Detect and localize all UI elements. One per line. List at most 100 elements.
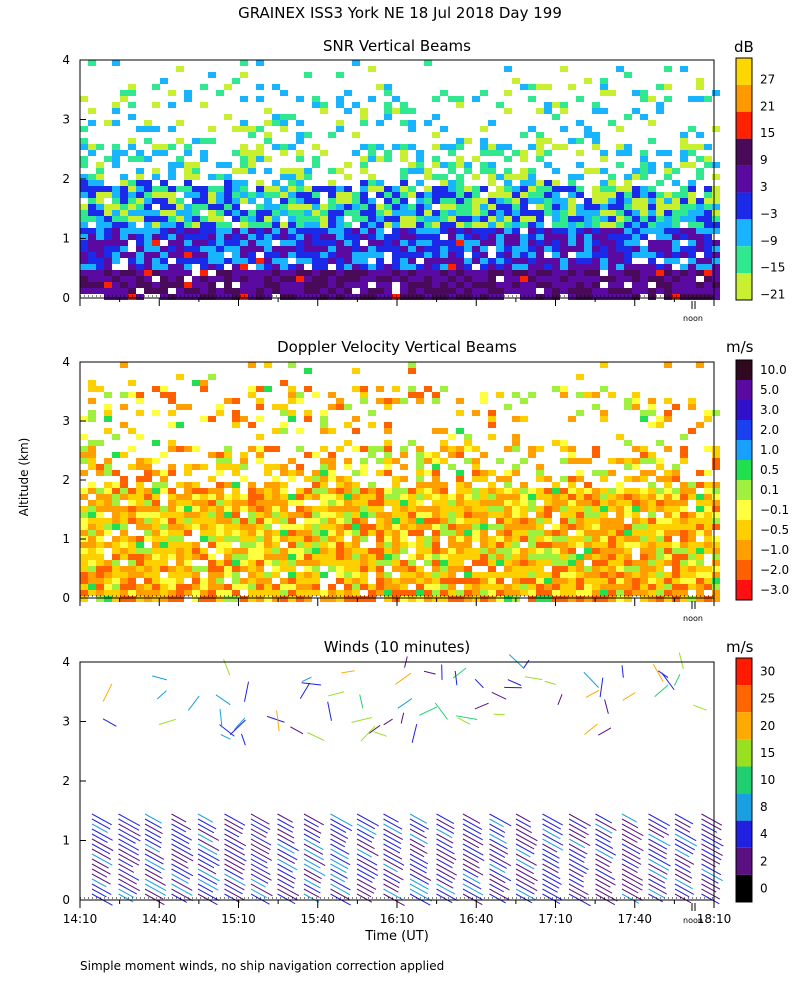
panel2-cell xyxy=(328,506,336,512)
panel1-cell xyxy=(232,78,240,84)
panel2-cell xyxy=(592,506,600,512)
panel2-cell xyxy=(472,560,480,566)
panel1-cell xyxy=(648,216,656,222)
panel1-cell xyxy=(384,102,392,108)
panel2-colorbar-swatch xyxy=(736,360,752,380)
panel2-cell xyxy=(176,542,184,548)
panel2-cell xyxy=(312,482,320,488)
panel1-cell xyxy=(424,252,432,258)
panel2-cell xyxy=(528,548,536,554)
panel1-cell xyxy=(504,288,512,294)
panel2-cell xyxy=(136,542,144,548)
panel2-cell xyxy=(168,542,176,548)
panel2-cell xyxy=(80,560,88,566)
panel2-cell xyxy=(176,422,184,428)
panel1-cell xyxy=(400,144,408,150)
panel1-cell xyxy=(184,162,192,168)
panel3-barb xyxy=(299,682,311,699)
panel1-cell xyxy=(600,294,608,300)
panel2-cell xyxy=(144,590,152,596)
panel2-cell xyxy=(200,530,208,536)
panel1-cell xyxy=(448,282,456,288)
panel2-cell xyxy=(616,542,624,548)
panel1-cell xyxy=(456,96,464,102)
panel1-cell xyxy=(216,234,224,240)
panel2-cell xyxy=(192,566,200,572)
panel1-cell xyxy=(208,210,216,216)
panel1-cell xyxy=(456,102,464,108)
panel1-cell xyxy=(160,294,168,300)
panel3-barb xyxy=(584,723,598,735)
panel1-cell xyxy=(136,210,144,216)
panel2-cell xyxy=(400,398,408,404)
panel1-cell xyxy=(568,294,576,300)
panel1-cell xyxy=(264,204,272,210)
panel3-barb xyxy=(197,863,217,875)
panel2-cell xyxy=(456,446,464,452)
panel1-cell xyxy=(160,252,168,258)
panel1-cell xyxy=(600,216,608,222)
panel2-cell xyxy=(464,530,472,536)
panel1-cell xyxy=(592,222,600,228)
panel1-cell xyxy=(560,222,568,228)
panel1-cell xyxy=(336,282,344,288)
panel2-cell xyxy=(696,422,704,428)
panel1-cell xyxy=(608,276,616,282)
panel2-cell xyxy=(256,488,264,494)
panel1-cell xyxy=(536,282,544,288)
panel3-barb xyxy=(489,863,506,874)
panel1-cell xyxy=(632,234,640,240)
panel2-cell xyxy=(632,488,640,494)
panel1-cell xyxy=(416,282,424,288)
panel2-cell xyxy=(704,446,712,452)
panel2-cell xyxy=(240,500,248,506)
panel1-cell xyxy=(544,264,552,270)
panel3-barb xyxy=(277,838,299,852)
panel1-cell xyxy=(336,216,344,222)
panel1-cell xyxy=(248,234,256,240)
panel2-cell xyxy=(264,536,272,542)
panel2-cell xyxy=(192,488,200,494)
panel2-cell xyxy=(232,572,240,578)
panel2-cell xyxy=(600,542,608,548)
panel2-cell xyxy=(216,524,224,530)
panel2-colorbar-label: 0.5 xyxy=(760,463,779,477)
panel1-cell xyxy=(160,192,168,198)
panel2-cell xyxy=(384,488,392,494)
panel2-cell xyxy=(640,560,648,566)
panel1-cell xyxy=(656,240,664,246)
panel1-cell xyxy=(144,270,152,276)
panel1-cell xyxy=(696,156,704,162)
panel1-cell xyxy=(448,222,456,228)
panel1-cell xyxy=(608,288,616,294)
panel3-barb xyxy=(436,828,453,839)
panel2-cell xyxy=(648,494,656,500)
panel1-cell xyxy=(192,192,200,198)
panel2-cell xyxy=(304,590,312,596)
panel3-barb xyxy=(197,818,217,830)
panel1-cell xyxy=(120,222,128,228)
panel2-colorbar-label: 5.0 xyxy=(760,383,779,397)
panel1-cell xyxy=(608,240,616,246)
panel1-cell xyxy=(432,276,440,282)
panel1-cell xyxy=(80,228,88,234)
panel2-colorbar-swatch xyxy=(736,520,752,540)
panel2-cell xyxy=(96,464,104,470)
panel2-cell xyxy=(168,578,176,584)
panel2-cell xyxy=(568,542,576,548)
panel1-cell xyxy=(120,90,128,96)
panel2-cell xyxy=(88,584,96,590)
panel1-cell xyxy=(504,156,512,162)
panel1-cell xyxy=(264,108,272,114)
panel2-cell xyxy=(456,500,464,506)
panel1-colorbar-frame xyxy=(735,57,753,301)
panel2-cell xyxy=(304,518,312,524)
panel2-cell xyxy=(392,530,400,536)
panel1-cell xyxy=(576,294,584,300)
panel2-cell xyxy=(168,590,176,596)
panel1-cell xyxy=(440,294,448,300)
panel1-cell xyxy=(552,252,560,258)
panel2-cell xyxy=(368,560,376,566)
panel2-cell xyxy=(120,590,128,596)
panel1-cell xyxy=(328,228,336,234)
